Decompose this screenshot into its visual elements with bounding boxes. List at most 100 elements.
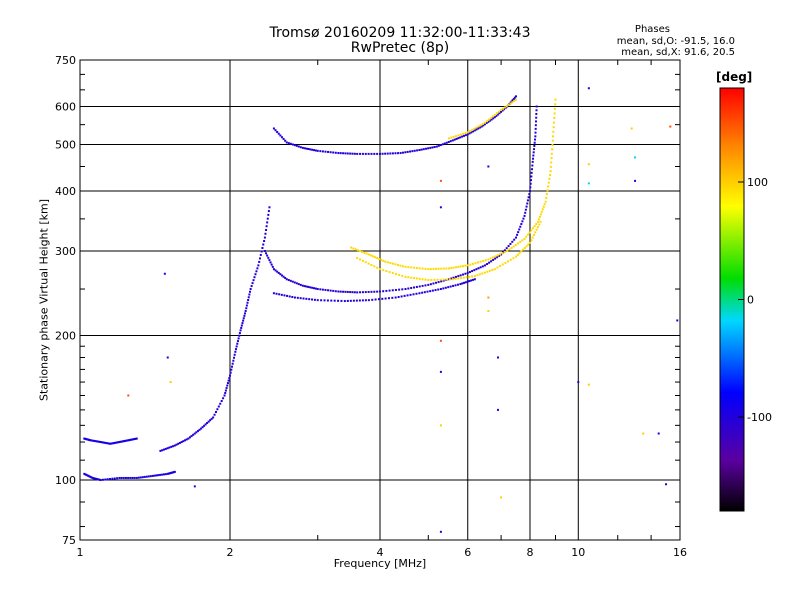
x-tick-label: 10 xyxy=(571,546,585,559)
trace-point xyxy=(133,476,136,479)
trace-point xyxy=(533,148,536,151)
trace-point xyxy=(530,171,533,174)
trace-point xyxy=(98,440,101,443)
trace xyxy=(447,98,518,140)
trace-point xyxy=(411,150,414,153)
trace-point xyxy=(496,266,499,269)
trace-point xyxy=(232,359,235,362)
trace-point xyxy=(404,151,407,154)
trace-point xyxy=(134,437,137,440)
trace-point xyxy=(513,96,516,99)
trace-point xyxy=(280,136,283,139)
trace-point xyxy=(141,476,144,479)
trace-point xyxy=(384,260,387,263)
trace-point xyxy=(352,247,355,250)
trace-point xyxy=(525,245,528,248)
trace-point xyxy=(429,283,432,286)
trace-point xyxy=(207,420,210,423)
trace-point xyxy=(364,299,367,302)
trace-point xyxy=(537,218,540,221)
trace-point xyxy=(170,445,173,448)
trace-point xyxy=(421,291,424,294)
trace-point xyxy=(373,265,376,268)
trace-point xyxy=(288,295,291,298)
trace-point xyxy=(241,322,244,325)
trace-point xyxy=(412,293,415,296)
trace-point xyxy=(299,146,302,149)
trace-point xyxy=(418,149,421,152)
trace-point xyxy=(394,152,397,155)
trace-point xyxy=(157,474,160,477)
trace-point xyxy=(267,256,270,259)
trace-point xyxy=(301,146,304,149)
trace-point xyxy=(311,298,314,301)
trace-point xyxy=(178,441,181,444)
trace-point xyxy=(376,152,379,155)
trace-point xyxy=(488,118,491,121)
trace-point xyxy=(305,147,308,150)
trace-point xyxy=(248,293,251,296)
trace-point xyxy=(299,283,302,286)
trace-point xyxy=(384,297,387,300)
trace-point xyxy=(334,290,337,293)
trace-point xyxy=(454,266,457,269)
trace-point xyxy=(496,113,499,116)
trace-point xyxy=(356,257,359,260)
trace-point xyxy=(349,152,352,155)
trace-point xyxy=(231,365,234,368)
trace-point xyxy=(499,253,502,256)
trace-point xyxy=(473,269,476,272)
trace-point xyxy=(337,152,340,155)
trace-point xyxy=(410,276,413,279)
trace-point xyxy=(277,271,280,274)
trace-point xyxy=(529,186,532,189)
trace-point xyxy=(443,142,446,145)
trace xyxy=(272,278,476,303)
trace-point xyxy=(259,253,262,256)
trace-point xyxy=(266,254,269,257)
trace-point xyxy=(122,440,125,443)
trace-point xyxy=(531,236,534,239)
trace-point xyxy=(137,476,140,479)
trace xyxy=(83,437,138,445)
trace-point xyxy=(224,389,227,392)
trace-point xyxy=(437,267,440,270)
outlier-point xyxy=(487,165,490,168)
trace-point xyxy=(190,435,193,438)
trace-point xyxy=(538,215,541,218)
trace-point xyxy=(493,116,496,119)
trace-point xyxy=(527,243,530,246)
trace-point xyxy=(464,272,467,275)
trace-point xyxy=(475,268,478,271)
outlier-point xyxy=(496,356,499,359)
trace-point xyxy=(352,299,355,302)
trace-point xyxy=(329,151,332,154)
y-tick-label: 200 xyxy=(55,330,76,343)
trace-point xyxy=(535,112,538,115)
trace-point xyxy=(459,283,462,286)
trace-point xyxy=(550,152,553,155)
trace-point xyxy=(130,438,133,441)
trace-point xyxy=(200,427,203,430)
trace-point xyxy=(253,276,256,279)
outlier-point xyxy=(439,530,442,533)
trace-point xyxy=(159,473,162,476)
trace-point xyxy=(219,402,222,405)
trace-point xyxy=(454,277,457,280)
trace-point xyxy=(471,270,474,273)
trace-point xyxy=(123,439,126,442)
trace-point xyxy=(426,290,429,293)
trace-point xyxy=(468,275,471,278)
trace xyxy=(350,98,557,271)
trace-point xyxy=(523,237,526,240)
x-axis-label: Frequency [MHz] xyxy=(333,557,427,570)
trace-point xyxy=(524,208,527,211)
trace-point xyxy=(369,254,372,257)
y-tick-label: 400 xyxy=(55,185,76,198)
trace-point xyxy=(513,99,516,102)
outlier-point xyxy=(657,432,660,435)
trace-point xyxy=(235,345,238,348)
trace-point xyxy=(462,276,465,279)
trace-point xyxy=(503,251,506,254)
outlier-point xyxy=(487,309,490,312)
